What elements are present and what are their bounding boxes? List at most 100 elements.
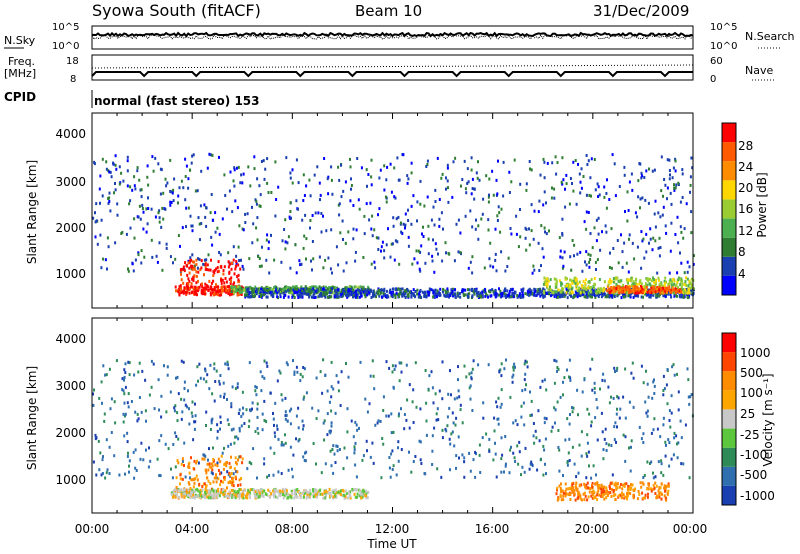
- heatmap-cell: [424, 472, 427, 476]
- heatmap-cell: [558, 448, 561, 452]
- heatmap-cell: [663, 279, 666, 283]
- heatmap-cell: [231, 480, 234, 484]
- heatmap-cell: [585, 263, 588, 267]
- heatmap-cell: [458, 395, 461, 399]
- heatmap-cell: [645, 287, 648, 291]
- heatmap-cell: [330, 409, 333, 413]
- heatmap-cell: [365, 491, 368, 495]
- heatmap-cell: [210, 471, 213, 475]
- heatmap-cell: [660, 497, 663, 501]
- heatmap-cell: [626, 288, 629, 292]
- heatmap-cell: [598, 193, 601, 197]
- heatmap-cell: [383, 293, 386, 296]
- heatmap-cell: [620, 492, 623, 496]
- heatmap-cell: [204, 488, 207, 491]
- heatmap-cell: [183, 286, 186, 290]
- heatmap-cell: [358, 494, 361, 498]
- heatmap-cell: [400, 361, 403, 365]
- heatmap-cell: [446, 415, 449, 419]
- heatmap-cell: [221, 488, 224, 492]
- heatmap-cell: [275, 287, 278, 291]
- heatmap-cell: [455, 222, 458, 226]
- heatmap-cell: [565, 291, 568, 295]
- heatmap-cell: [122, 389, 125, 393]
- heatmap-cell: [470, 168, 473, 172]
- heatmap-cell: [448, 406, 451, 410]
- heatmap-cell: [232, 495, 235, 499]
- heatmap-cell: [668, 464, 671, 468]
- heatmap-cell: [627, 286, 630, 290]
- heatmap-cell: [482, 197, 485, 201]
- heatmap-cell: [412, 288, 415, 292]
- heatmap-cell: [436, 407, 439, 411]
- heatmap-cell: [596, 258, 599, 262]
- heatmap-cell: [202, 482, 205, 486]
- heatmap-cell: [597, 489, 600, 493]
- heatmap-cell: [204, 215, 207, 219]
- heatmap-cell: [280, 288, 283, 292]
- heatmap-cell: [639, 279, 642, 283]
- heatmap-cell: [184, 157, 187, 161]
- heatmap-cell: [377, 248, 380, 251]
- heatmap-cell: [628, 446, 630, 450]
- heatmap-cell: [470, 289, 473, 292]
- heatmap-cell: [473, 289, 476, 293]
- heatmap-cell: [179, 473, 182, 477]
- heatmap-cell: [463, 364, 466, 368]
- heatmap-cell: [386, 165, 389, 169]
- heatmap-cell: [609, 281, 612, 285]
- heatmap-cell: [317, 409, 320, 413]
- heatmap-cell: [411, 292, 414, 295]
- heatmap-cell: [240, 477, 243, 480]
- heatmap-cell: [133, 236, 136, 240]
- heatmap-cell: [230, 405, 233, 409]
- heatmap-cell: [172, 188, 175, 192]
- heatmap-cell: [243, 422, 246, 425]
- heatmap-cell: [265, 295, 268, 299]
- heatmap-cell: [559, 294, 562, 298]
- heatmap-cell: [529, 390, 531, 394]
- heatmap-cell: [601, 490, 603, 493]
- heatmap-cell: [614, 370, 616, 373]
- heatmap-cell: [238, 429, 241, 433]
- heatmap-cell: [485, 292, 488, 296]
- heatmap-cell: [674, 157, 677, 161]
- heatmap-cell: [170, 190, 172, 194]
- heatmap-cell: [541, 247, 544, 251]
- heatmap-cell: [228, 461, 231, 465]
- heatmap-cell: [578, 484, 581, 488]
- heatmap-cell: [654, 475, 657, 479]
- heatmap-cell: [577, 492, 580, 496]
- heatmap-cell: [585, 154, 588, 157]
- heatmap-cell: [223, 265, 226, 269]
- heatmap-cell: [500, 457, 503, 461]
- heatmap-cell: [240, 415, 243, 418]
- heatmap-cell: [595, 291, 598, 295]
- heatmap-cell: [101, 194, 104, 198]
- heatmap-cell: [146, 175, 149, 179]
- heatmap-cell: [668, 289, 671, 293]
- heatmap-cell: [558, 279, 561, 283]
- heatmap-cell: [571, 182, 573, 185]
- heatmap-cell: [632, 289, 635, 293]
- heatmap-cell: [315, 417, 318, 420]
- heatmap-cell: [664, 454, 667, 458]
- heatmap-cell: [488, 177, 491, 181]
- heatmap-cell: [256, 407, 259, 411]
- heatmap-cell: [400, 407, 402, 411]
- heatmap-cell: [312, 285, 315, 289]
- heatmap-cell: [252, 488, 255, 492]
- heatmap-cell: [195, 495, 198, 499]
- heatmap-cell: [397, 440, 400, 444]
- heatmap-cell: [100, 380, 103, 384]
- heatmap-cell: [541, 379, 544, 383]
- heatmap-cell: [681, 168, 684, 172]
- heatmap-cell: [524, 236, 527, 240]
- heatmap-cell: [564, 494, 567, 498]
- heatmap-cell: [281, 491, 284, 494]
- heatmap-cell: [302, 246, 305, 250]
- heatmap-cell: [337, 165, 340, 169]
- heatmap-cell: [668, 271, 671, 275]
- heatmap-cell: [191, 290, 194, 294]
- heatmap-cell: [686, 277, 689, 281]
